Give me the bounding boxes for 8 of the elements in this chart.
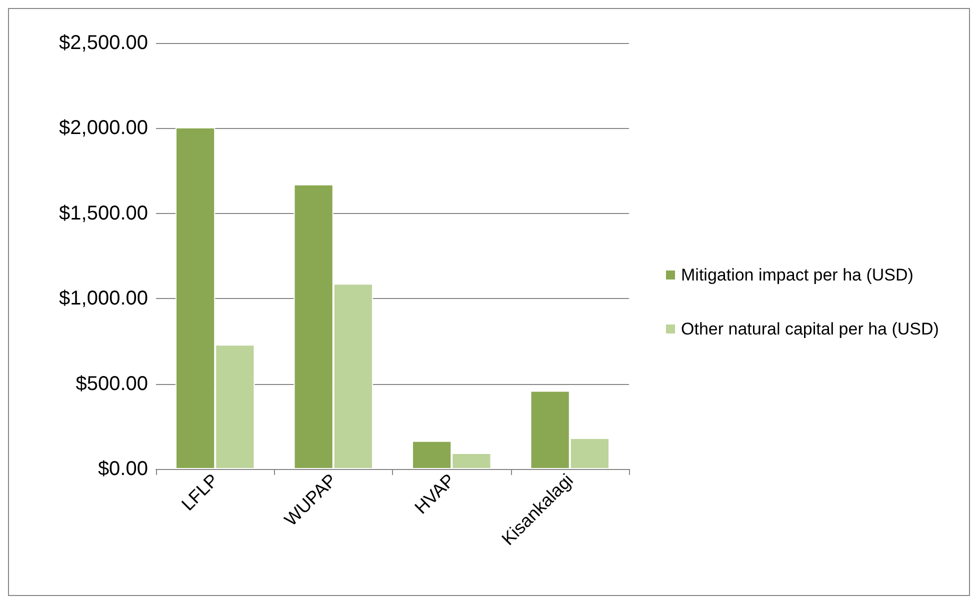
y-tick-label: $2,500.00 bbox=[59, 32, 148, 54]
y-tick-label: $1,000.00 bbox=[59, 288, 148, 310]
legend-label: Mitigation impact per ha (USD) bbox=[681, 266, 914, 284]
legend-label: Other natural capital per ha (USD) bbox=[681, 320, 939, 338]
y-tick-label: $2,000.00 bbox=[59, 117, 148, 140]
y-tick-label: $500.00 bbox=[76, 372, 148, 395]
y-tick-label: $0.00 bbox=[98, 458, 148, 480]
y-tick-label: $1,500.00 bbox=[59, 202, 148, 224]
